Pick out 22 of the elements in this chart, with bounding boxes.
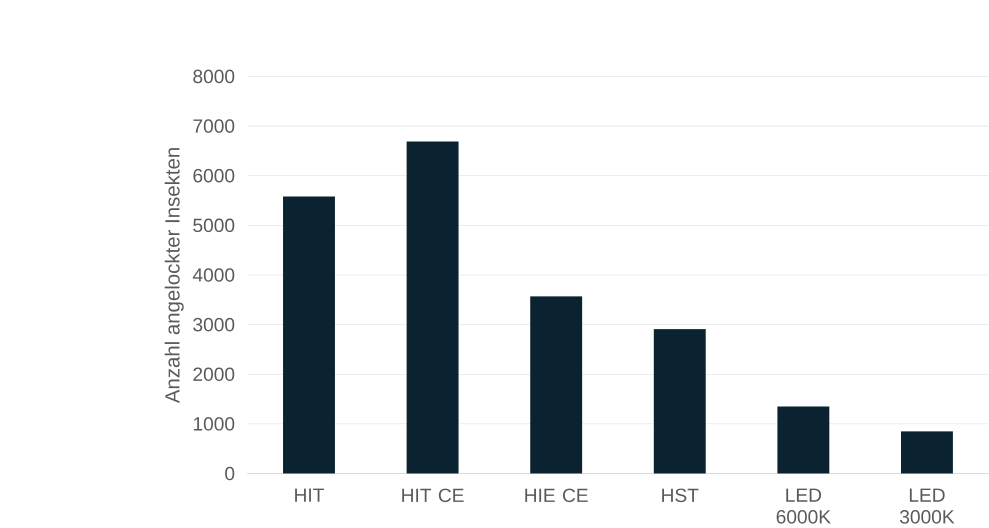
x-tick-label: HIT CE xyxy=(402,488,464,502)
y-tick-label: 8000 xyxy=(193,70,234,84)
y-tick-label: 7000 xyxy=(193,119,234,133)
y-tick-label: 4000 xyxy=(192,268,234,282)
x-tick-label: HIE CE xyxy=(525,488,588,502)
y-tick-label: 3000 xyxy=(193,318,234,332)
y-tick-label: 6000 xyxy=(193,168,234,183)
y-tick-label: 1000 xyxy=(194,417,234,431)
x-tick-label: HIT xyxy=(295,488,324,502)
bar xyxy=(283,196,335,474)
bar xyxy=(530,296,582,474)
y-tick-label: 0 xyxy=(225,466,234,480)
y-tick-label: 5000 xyxy=(193,218,234,232)
y-axis-title: Anzahl angelockter Insekten xyxy=(164,148,184,404)
bar xyxy=(654,329,706,474)
y-tick-label: 2000 xyxy=(193,368,234,382)
x-tick-label: LED 6000K xyxy=(776,488,831,524)
bar xyxy=(901,431,953,474)
bar xyxy=(777,406,830,474)
x-tick-label: LED 3000K xyxy=(900,488,954,524)
bar xyxy=(406,142,459,474)
x-tick-label: HST xyxy=(662,488,698,502)
